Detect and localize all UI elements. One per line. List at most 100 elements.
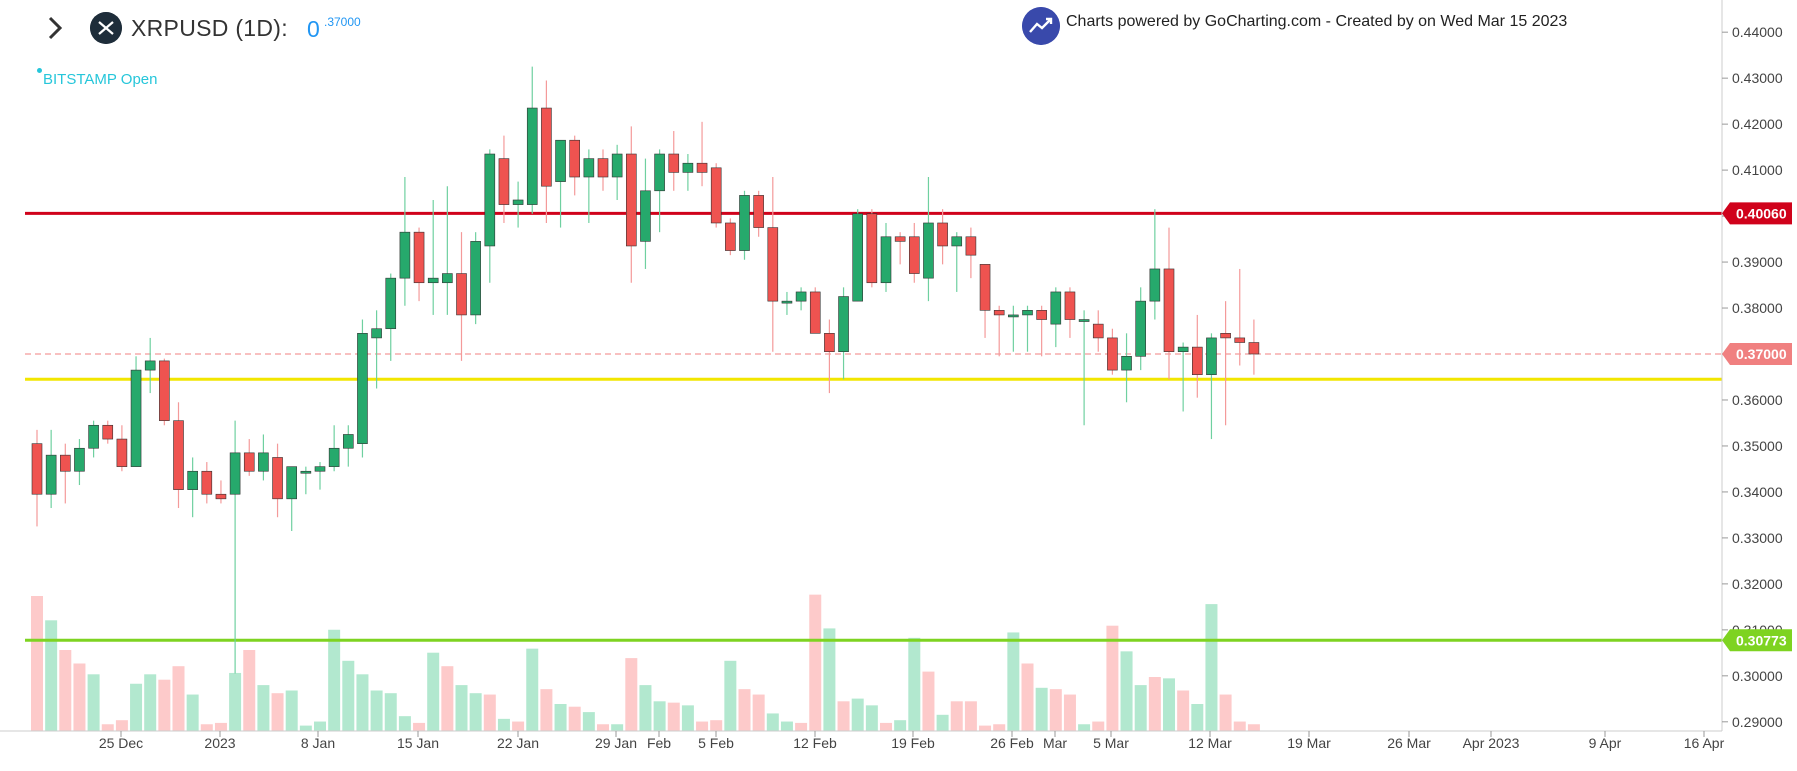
x-tick-label: 19 Feb xyxy=(891,735,935,751)
candle-body xyxy=(116,438,128,467)
y-tick-label: 0.29000 xyxy=(1732,714,1783,730)
candle-body xyxy=(1135,300,1146,357)
volume-bar xyxy=(229,672,242,731)
candle-body xyxy=(894,236,906,242)
volume-bar xyxy=(483,694,496,731)
candle-body xyxy=(824,333,835,353)
gocharting-logo-icon[interactable] xyxy=(1022,7,1060,45)
y-tick-label: 0.32000 xyxy=(1732,576,1783,592)
candle-body xyxy=(993,310,1005,316)
volume-bar xyxy=(243,650,256,731)
volume-bar xyxy=(568,706,581,731)
candle-body xyxy=(951,236,963,247)
volume-bar xyxy=(413,722,426,731)
candle-body xyxy=(258,452,269,472)
candle-body xyxy=(229,452,241,495)
candle-body xyxy=(866,213,878,284)
candle-body xyxy=(526,107,538,205)
xrp-logo-icon xyxy=(90,12,122,44)
volume-bar xyxy=(964,701,977,731)
volume-bar xyxy=(809,594,822,731)
volume-bar xyxy=(512,721,525,731)
candle-body xyxy=(512,199,524,205)
volume-bar xyxy=(582,712,595,731)
y-tick-label: 0.42000 xyxy=(1732,116,1783,132)
candle-body xyxy=(385,277,397,330)
x-tick-label: 5 Mar xyxy=(1093,735,1129,751)
candle-body xyxy=(979,264,991,311)
candle-body xyxy=(710,167,722,224)
price-label-tag xyxy=(1722,202,1792,225)
candle-body xyxy=(413,231,425,284)
volume-bar xyxy=(1063,694,1076,731)
volume-bar xyxy=(639,685,652,731)
chart-header: XRPUSD (1D): 0 .37000 BITSTAMP Open Char… xyxy=(0,0,1797,110)
candle-body xyxy=(399,231,411,279)
candle-body xyxy=(88,424,99,449)
y-tick-label: 0.44000 xyxy=(1732,24,1783,40)
volume-bar xyxy=(427,652,440,731)
candle-body xyxy=(1078,319,1090,322)
volume-bar xyxy=(130,683,143,731)
volume-bar xyxy=(45,620,58,731)
candle-body xyxy=(1121,356,1132,371)
price-label-text: 0.30773 xyxy=(1736,632,1787,648)
candle-body xyxy=(852,213,864,302)
price-axis[interactable]: 0.290000.300000.310000.320000.330000.340… xyxy=(0,0,1792,732)
candle-body xyxy=(1050,291,1062,325)
volume-bar xyxy=(469,693,482,731)
x-tick-label: 26 Mar xyxy=(1387,735,1431,751)
volume-bar xyxy=(1134,685,1147,731)
candle-body xyxy=(498,158,510,205)
candle-body xyxy=(1036,310,1047,320)
volume-bar xyxy=(795,722,808,731)
time-axis[interactable]: 25 Dec 2023 8 Jan 15 Jan 22 Jan 29 Jan Feb 5 Fe… xyxy=(99,731,1725,751)
candle-body xyxy=(696,162,708,173)
x-tick-label: 16 Apr xyxy=(1684,735,1725,751)
volume-bar xyxy=(115,720,128,731)
candle-body xyxy=(215,493,227,500)
volume-bar xyxy=(1247,724,1260,731)
candle-body xyxy=(1107,337,1118,371)
volume-bar xyxy=(186,694,199,731)
volume-bar xyxy=(356,674,369,731)
x-tick-label: Apr 2023 xyxy=(1463,735,1520,751)
price-label-tag xyxy=(1722,629,1792,652)
candle-body xyxy=(682,162,694,173)
volume-bar xyxy=(625,658,638,731)
candle-body xyxy=(427,277,439,284)
volume-bar xyxy=(738,689,751,731)
x-tick-label: 26 Feb xyxy=(990,735,1034,751)
volume-bar xyxy=(1191,704,1204,731)
candle-body xyxy=(173,420,184,490)
candle-body xyxy=(328,447,340,467)
y-tick-label: 0.33000 xyxy=(1732,530,1783,546)
volume-bar xyxy=(285,690,298,731)
candle-body xyxy=(781,300,793,304)
candle-body xyxy=(243,452,255,472)
volume-bar xyxy=(200,724,213,731)
volume-bar xyxy=(158,679,171,731)
volume-bar xyxy=(540,689,553,731)
volume-bar xyxy=(59,650,72,731)
volume-bar xyxy=(1219,694,1232,731)
volume-bar xyxy=(724,660,737,731)
volume-bar xyxy=(144,674,157,731)
volume-bar xyxy=(299,725,312,731)
volume-bar xyxy=(554,704,567,731)
volume-bar xyxy=(908,637,921,731)
x-tick-label: 2023 xyxy=(204,735,235,751)
candle-body xyxy=(187,470,198,490)
candle-body xyxy=(1149,268,1161,302)
y-tick-label: 0.36000 xyxy=(1732,392,1783,408)
horizontal-lines[interactable] xyxy=(25,211,1722,642)
candle-body xyxy=(908,236,920,274)
volume-bar xyxy=(1106,625,1119,731)
volume-bar xyxy=(1035,687,1048,731)
volume-bar xyxy=(1092,721,1105,731)
x-tick-label: 25 Dec xyxy=(99,735,143,751)
candle-body xyxy=(371,328,382,339)
chevron-right-icon[interactable] xyxy=(44,14,66,42)
x-tick-label: Mar xyxy=(1043,735,1067,751)
